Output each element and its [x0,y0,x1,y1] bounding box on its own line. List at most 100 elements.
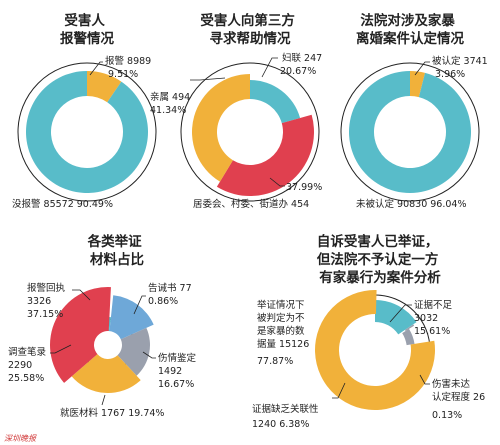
chart2-label-committee: 37.99% 居委会、村委、街道办 454 [193,182,325,210]
chart3-title: 法院对涉及家暴 离婚案件认定情况 [356,12,464,47]
leader-line [332,382,346,399]
chart2-title: 受害人向第三方 寻求帮助情况 [200,12,299,47]
chart2-label-womens-federation: 妇联 247 20.67% [280,52,325,77]
chart1-title-line: 报警情况 [60,30,114,47]
label-line: 居委会、村委、街道办 454 [193,198,309,210]
slice-not-domestic-violence [315,290,435,410]
chart2-donut [180,62,320,202]
chart2-title-line: 寻求帮助情况 [210,30,291,47]
label-line: 3032 [414,313,438,324]
chart4-label-investigation: 调查笔录 2290 25.58% [8,346,49,384]
label-line: 报警 8989 [105,55,151,67]
chart2-title-line: 受害人向第三方 [200,12,295,29]
chart4-donut [50,287,154,393]
label-line: 调查笔录 [8,346,47,358]
chart4-title: 各类举证 材料占比 [87,233,147,268]
chart5-label-not-domestic-violence: 举证情况下 被判定为不 是家暴的数 据量 15126 77.87% [257,299,312,367]
leader-line [419,374,430,385]
chart5-label-insufficient-evidence: 证据不足 3032 15.61% [414,299,455,337]
chart3-title-line: 离婚案件认定情况 [356,30,464,47]
chart5-title-line: 自诉受害人已举证， [317,233,439,250]
label-line: 告诫书 77 [148,282,192,294]
label-line: 被判定为不 [257,312,305,324]
leader-line [142,351,156,359]
label-line: 3326 [27,296,51,307]
chart1-title: 受害人 报警情况 [60,12,114,47]
slice-irrelevant-evidence [402,328,415,346]
label-line: 未被认定 90830 96.04% [356,198,466,210]
slice-not-recognized [348,71,471,193]
label-line: 妇联 247 [282,52,322,64]
chart3-donut [340,62,480,202]
slice-recognized [410,71,426,98]
label-line: 就医材料 1767 19.74% [60,407,164,419]
slice-below-injury-threshold [404,324,415,332]
label-line: 证据缺乏关联性 [252,403,319,415]
slice-injury-appraisal [109,295,154,340]
label-line: 证据不足 [414,299,453,311]
chart5-title: 自诉受害人已举证， 但法院不予认定一方 有家暴行为案件分析 [316,233,443,286]
chart5-title-line: 有家暴行为案件分析 [319,269,441,286]
leader-line [89,61,103,76]
slice-relatives [192,74,250,182]
chart4-label-warning: 告诫书 77 0.86% [148,282,195,307]
label-line: 被认定 3741 [432,55,488,67]
label-line: 报警回执 [27,282,66,294]
label-line: 是家暴的数 [257,325,305,337]
slice-investigation-record [71,354,141,393]
label-line: 25.58% [8,373,44,384]
chart4-title-line: 材料占比 [90,251,144,268]
label-line: 15.61% [414,326,450,337]
chart3-label-not-recognized: 未被认定 90830 96.04% [356,198,466,210]
leader-line [414,61,430,76]
label-line: 伤情鉴定 [158,352,197,364]
label-line: 1492 [158,366,182,377]
label-line: 37.15% [27,309,63,320]
leader-line [133,295,146,315]
slice-police-receipt [50,287,111,383]
label-line: 据量 15126 [257,338,309,350]
leader-line [261,57,278,78]
chart5-label-irrelevant-evidence: 证据缺乏关联性 1240 6.38% [252,403,322,430]
chart4-label-medical: 就医材料 1767 19.74% [60,407,164,419]
label-line: 没报警 85572 90.49% [12,198,113,210]
label-line: 16.67% [158,379,194,390]
slice-womens-federation [250,80,301,124]
chart1-donut [17,62,157,202]
label-line: 20.67% [280,66,316,77]
slice-insufficient-evidence [375,300,417,335]
slice-committee [216,114,314,196]
leader-line [269,177,285,187]
leader-line [101,394,106,406]
donut-outline [340,62,480,202]
chart4-title-line: 各类举证 [87,233,142,250]
leader-line [389,304,412,323]
label-line: 0.13% [432,410,462,421]
chart4-label-police-receipt: 报警回执 3326 37.15% [27,282,68,320]
donut-outline [180,62,320,202]
slice-report [87,71,122,103]
chart1-title-line: 受害人 [64,12,105,29]
label-line: 3.96% [435,69,465,80]
chart1-label-noreport: 没报警 85572 90.49% [12,198,113,210]
chart4-label-injury: 伤情鉴定 1492 16.67% [158,352,199,390]
watermark-stamp: 深圳晚报 [4,434,37,443]
label-line: 9.51% [108,69,138,80]
chart5-donut [315,290,435,410]
leader-lines [50,57,430,406]
label-line: 2290 [8,360,32,371]
slice-medical-records [117,327,150,376]
chart5-title-line: 但法院不予认定一方 [316,251,439,268]
chart5-label-injury-threshold: 伤害未达 认定程度 26 0.13% [432,378,488,421]
label-line: 37.99% [286,182,322,193]
label-line: 举证情况下 [257,299,305,311]
label-line: 77.87% [257,356,293,367]
donut-outline [17,62,157,202]
label-line: 认定程度 26 [432,391,485,403]
chart2-label-relatives: 亲属 494 41.34% [150,91,193,116]
chart1-label-report: 报警 8989 9.51% [105,55,154,80]
label-line: 1240 6.38% [252,419,309,430]
label-line: 0.86% [148,296,178,307]
chart3-label-recognized: 被认定 3741 3.96% [432,55,491,80]
